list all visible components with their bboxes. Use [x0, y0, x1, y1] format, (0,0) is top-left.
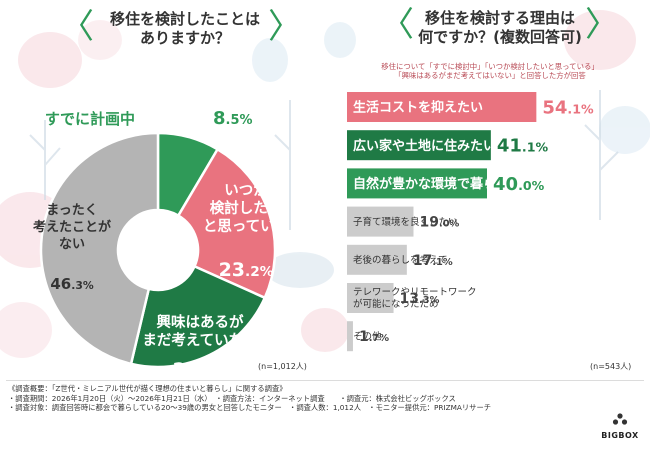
pie-value-someday: 23.2%: [219, 259, 274, 281]
footer-line-1: 《調査概要：「Z世代・ミレニアル世代が描く理想の住まいと暮らし」に関する調査》: [8, 384, 287, 393]
bigbox-logo-icon: [612, 413, 628, 425]
bar-5: [347, 283, 394, 313]
pie-label-planned-line-1: すでに計画中: [45, 110, 135, 128]
bar-label-3-line-1: 子育て環境を良くしたい: [353, 216, 458, 228]
bar-label-1-line-1: 広い家や土地に住みたい: [353, 138, 496, 154]
right-subtitle-line-2: 「興味はあるがまだ考えてはいない」と回答した方が回答: [394, 71, 586, 80]
bar-0: [347, 92, 537, 122]
bar-value-1: 41.1%: [497, 136, 549, 157]
bigbox-logo-text: BIGBOX: [601, 431, 639, 440]
left-title-bracket-left: 〈: [60, 7, 94, 47]
bar-value-6: 1.7%: [359, 329, 389, 345]
bar-4: [347, 244, 407, 275]
left-title-bracket-right: 〉: [268, 7, 302, 47]
right-title-line-1: 移住を検討する理由は: [424, 9, 575, 27]
bar-label-6-line-1: その他: [353, 331, 382, 343]
right-n-label: (n=543人): [590, 362, 632, 371]
footer-line-3: ・調査対象：調査回答時に都会で暮らしている20～39歳の男女と回答したモニター …: [8, 403, 492, 412]
bar-value-3: 19.0%: [420, 215, 460, 231]
bar-1: [347, 130, 491, 161]
bar-value-5: 13.3%: [400, 291, 440, 307]
footer-divider: [6, 380, 644, 381]
bar-label-4-line-1: 老後の暮らしを考えて: [353, 254, 448, 266]
right-title-line-2: 何ですか？(複数回答可): [418, 28, 582, 46]
footer-line-2: ・調査期間：2026年1月20日（火）～2026年1月21日（水） ・調査方法：…: [8, 393, 456, 403]
left-title-line-1: 移住を検討したことは: [109, 10, 260, 28]
pie-slice-3: [39, 131, 160, 366]
pie-slice-1: [176, 147, 277, 300]
pie-value-planned: 8.5%: [213, 108, 252, 129]
bar-label-0-line-1: 生活コストを抑えたい: [353, 100, 483, 116]
bar-value-2: 40.0%: [493, 174, 545, 195]
pie-value-never: 46.3%: [50, 275, 93, 293]
left-title-line-2: ありますか？: [139, 29, 230, 47]
pie-label-never-line-1: まったく: [46, 203, 97, 218]
bar-label-2-line-1: 自然が豊かな環境で暮らしたい: [353, 176, 535, 192]
pie-label-interested-line-2: まだ考えていない: [142, 332, 257, 349]
bar-label-5-line-1: テレワークやリモートワーク: [353, 287, 477, 298]
pie-label-someday-line-2: 検討したい: [210, 199, 283, 217]
pie-value-interested: 22.0%: [173, 359, 228, 381]
bigbox-logo: BIGBOX: [598, 412, 642, 440]
left-n-label: (n=1,012人): [258, 362, 307, 371]
right-title-bracket-right: 〉: [585, 5, 619, 45]
bar-value-0: 54.1%: [542, 97, 594, 118]
bar-value-4: 17.1%: [413, 253, 453, 269]
bar-3: [347, 206, 414, 237]
right-subtitle: 移住について「すでに検討中」「いつか検討したいと思っている」 「興味はあるがまだ…: [340, 62, 640, 80]
pie-label-interested-line-1: 興味はあるが: [157, 313, 244, 331]
right-title: 移住を検討する理由は 何ですか？(複数回答可): [405, 9, 595, 47]
survey-footer: 《調査概要：「Z世代・ミレニアル世代が描く理想の住まいと暮らし」に関する調査》 …: [8, 384, 491, 413]
bar-label-5-line-2: が可能になったため: [353, 298, 439, 310]
pie-label-never-line-3: ない: [59, 237, 85, 252]
right-subtitle-line-1: 移住について「すでに検討中」「いつか検討したいと思っている」: [381, 62, 599, 71]
pie-label-someday-line-3: と思っている: [203, 218, 289, 235]
right-title-bracket-left: 〈: [380, 5, 414, 45]
bar-6: [347, 321, 353, 352]
left-title: 移住を検討したことは ありますか？: [95, 10, 275, 48]
pie-slice-2: [129, 264, 267, 369]
bar-2: [347, 168, 487, 199]
pie-label-someday-line-1: いつか: [224, 182, 268, 199]
pie-label-never-line-2: 考えたことが: [33, 219, 111, 235]
